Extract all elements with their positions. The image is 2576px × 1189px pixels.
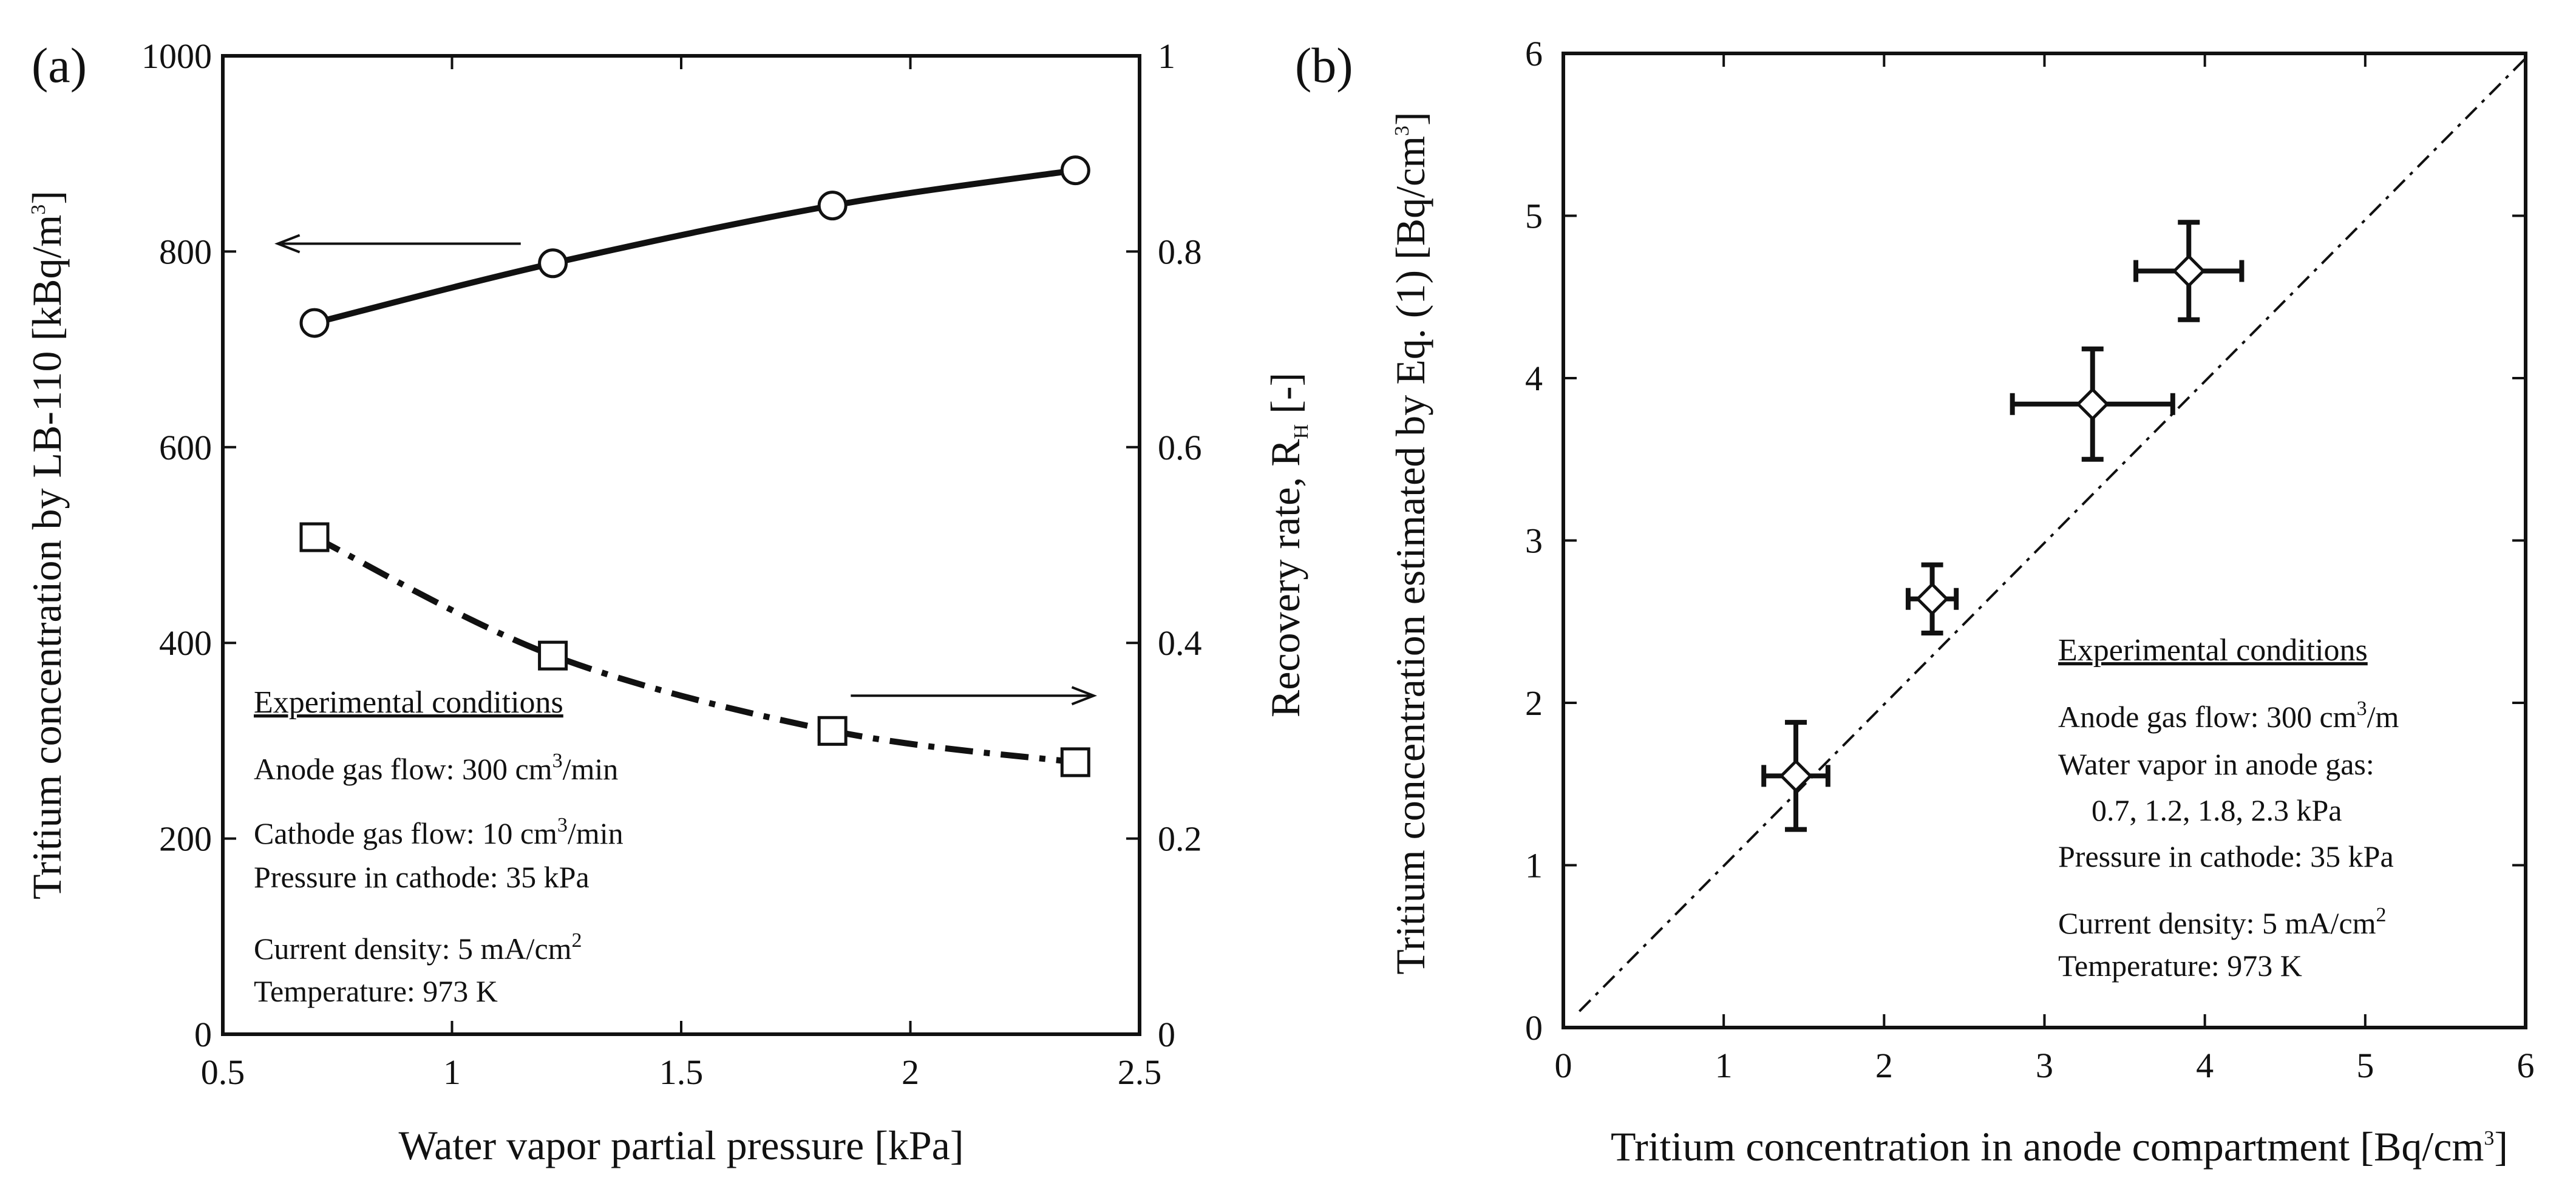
y-tick-label: 600 — [159, 428, 212, 467]
x-tick-label: 6 — [2517, 1046, 2535, 1085]
panel-b-condition-line: 0.7, 1.2, 1.8, 2.3 kPa — [2092, 793, 2342, 827]
panel-a-condition-line: Pressure in cathode: 35 kPa — [254, 860, 590, 894]
panel-b-y-axis-title: Tritium concentration estimated by Eq. (… — [1387, 112, 1433, 974]
y-tick-label: 1000 — [141, 36, 212, 76]
y-right-tick-label: 1 — [1158, 36, 1175, 76]
x-tick-label: 2.5 — [1118, 1052, 1162, 1092]
axis-arrow-head — [1071, 686, 1098, 706]
y-tick-label: 200 — [159, 819, 212, 859]
data-point-diamond — [2172, 254, 2206, 288]
panel-a-condition-line: Temperature: 973 K — [254, 974, 498, 1008]
data-point-diamond — [1915, 582, 1949, 616]
panel-b-condition-line: Current density: 5 mA/cm2 — [2058, 904, 2387, 940]
reference-line — [1578, 57, 2527, 1012]
panel-b-points — [1578, 57, 2527, 1012]
y-tick-label: 0 — [1525, 1008, 1543, 1048]
x-tick-label: 0 — [1555, 1046, 1572, 1085]
y-right-tick-label: 0.6 — [1158, 428, 1202, 467]
panel-b-label: (b) — [1295, 38, 1353, 93]
y-right-tick-label: 0.8 — [1158, 232, 1202, 271]
panel-b-conditions: Experimental conditions Anode gas flow: … — [2058, 633, 2399, 983]
x-tick-label: 1 — [1715, 1046, 1733, 1085]
recovery-rate-point — [299, 522, 330, 552]
x-tick-label: 3 — [2036, 1046, 2053, 1085]
panel-b-condition-line: Water vapor in anode gas: — [2058, 747, 2374, 781]
x-tick-label: 1.5 — [659, 1052, 704, 1092]
panel-b-y-ticks: 0 1 2 3 4 5 6 — [1525, 34, 2526, 1048]
panel-b-condition-line: Temperature: 973 K — [2058, 949, 2302, 983]
y-tick-label: 400 — [159, 623, 212, 663]
panel-b-condition-line: Pressure in cathode: 35 kPa — [2058, 839, 2394, 873]
panel-a-left-y-ticks: 0 200 400 600 800 1000 — [141, 36, 236, 1054]
panel-a-conditions: Experimental conditions Anode gas flow: … — [254, 685, 624, 1008]
y-tick-label: 1 — [1525, 846, 1543, 886]
y-tick-label: 3 — [1525, 521, 1543, 561]
x-tick-label: 0.5 — [201, 1052, 245, 1092]
panel-a-x-axis-title: Water vapor partial pressure [kPa] — [398, 1122, 963, 1168]
y-tick-label: 4 — [1525, 359, 1543, 398]
x-tick-label: 5 — [2356, 1046, 2374, 1085]
y-tick-label: 2 — [1525, 683, 1543, 723]
recovery-rate-point — [538, 640, 568, 671]
panel-a-right-y-axis-title: Recovery rate, RH [-] — [1262, 373, 1313, 717]
panel-a-label: (a) — [32, 38, 87, 93]
y-tick-label: 800 — [159, 232, 212, 271]
recovery-rate-point — [817, 716, 848, 746]
panel-a-conditions-title: Experimental conditions — [254, 685, 563, 720]
panel-a-x-ticks: 0.5 1 1.5 2 2.5 — [201, 56, 1162, 1092]
x-tick-label: 4 — [2196, 1046, 2214, 1085]
concentration-point — [1060, 155, 1090, 186]
panel-a-condition-line: Cathode gas flow: 10 cm3/min — [254, 814, 624, 850]
y-right-tick-label: 0.2 — [1158, 819, 1202, 859]
data-point-diamond — [2076, 387, 2110, 421]
recovery-rate-line — [313, 534, 1076, 765]
panel-b-x-axis-title: Tritium concentration in anode compartme… — [1611, 1123, 2508, 1170]
panel-b-x-ticks: 0 1 2 3 4 5 6 — [1555, 53, 2535, 1085]
concentration-line — [313, 167, 1076, 326]
panel-a-condition-line: Current density: 5 mA/cm2 — [254, 929, 582, 966]
axis-arrow-head — [274, 234, 301, 254]
recovery-rate-point — [1060, 747, 1090, 777]
panel-b-chart: (b) 0 1 2 3 4 5 6 0 1 2 3 4 5 6 Tritium concentratio… — [1295, 34, 2535, 1170]
panel-a-left-y-axis-title: Tritium concentration by LB-110 [kBq/m3] — [24, 191, 70, 899]
panel-a-series — [299, 155, 1090, 777]
y-right-tick-label: 0 — [1158, 1015, 1175, 1054]
y-tick-label: 5 — [1525, 197, 1543, 236]
panel-a-right-y-ticks: 0 0.2 0.4 0.6 0.8 1 — [1126, 36, 1202, 1054]
panel-b-condition-line: Anode gas flow: 300 cm3/m — [2058, 697, 2399, 734]
y-right-tick-label: 0.4 — [1158, 623, 1202, 663]
panel-a-condition-line: Anode gas flow: 300 cm3/min — [254, 750, 618, 786]
concentration-point — [538, 248, 568, 279]
y-tick-label: 6 — [1525, 34, 1543, 73]
data-point-diamond — [1779, 759, 1813, 793]
concentration-point — [817, 191, 848, 221]
x-tick-label: 2 — [902, 1052, 919, 1092]
panel-a-arrows — [274, 234, 1098, 706]
y-tick-label: 0 — [194, 1015, 212, 1054]
x-tick-label: 1 — [443, 1052, 461, 1092]
x-tick-label: 2 — [1875, 1046, 1893, 1085]
panel-b-conditions-title: Experimental conditions — [2058, 633, 2368, 668]
concentration-point — [299, 308, 330, 338]
